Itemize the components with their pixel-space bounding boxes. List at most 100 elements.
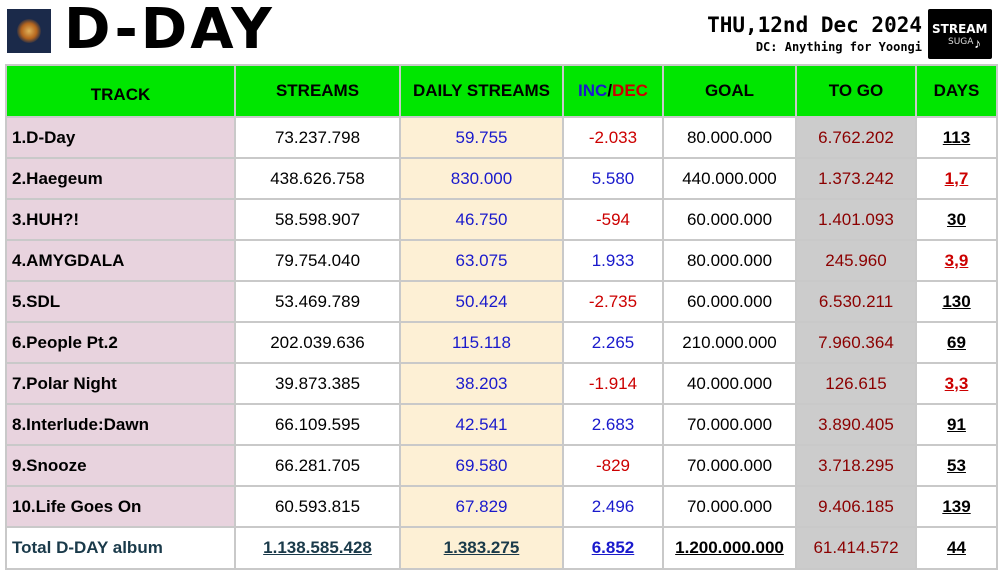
goal-value: 70.000.000	[662, 444, 797, 487]
streams-value: 66.281.705	[234, 444, 401, 487]
header-bar: D-DAY THU,12nd Dec 2024 DC: Anything for…	[0, 0, 1000, 62]
streams-value: 58.598.907	[234, 198, 401, 241]
inc-dec-value: 2.265	[562, 321, 664, 364]
header-days: DAYS	[915, 64, 998, 118]
header-streams: STREAMS	[234, 64, 401, 118]
header-slash: /	[607, 81, 613, 100]
track-name: 10.Life Goes On	[5, 485, 236, 528]
table-row: 7.Polar Night 39.873.385 38.203 -1.914 4…	[5, 362, 998, 405]
logo-text-suga: SUGA	[948, 37, 974, 47]
to-go-value: 6.762.202	[795, 116, 917, 159]
table-row: 2.Haegeum 438.626.758 830.000 5.580 440.…	[5, 157, 998, 200]
track-name: 9.Snooze	[5, 444, 236, 487]
daily-streams-value: 38.203	[399, 362, 564, 405]
track-name: 4.AMYGDALA	[5, 239, 236, 282]
streams-value: 53.469.789	[234, 280, 401, 323]
track-name: 2.Haegeum	[5, 157, 236, 200]
track-name: 5.SDL	[5, 280, 236, 323]
table-row: 5.SDL 53.469.789 50.424 -2.735 60.000.00…	[5, 280, 998, 323]
goal-value: 80.000.000	[662, 239, 797, 282]
page-title: D-DAY	[64, 0, 275, 62]
daily-streams-value: 59.755	[399, 116, 564, 159]
header-dec: DEC	[612, 81, 648, 100]
header-to-go: TO GO	[795, 64, 917, 118]
inc-dec-value: -2.735	[562, 280, 664, 323]
streams-value: 39.873.385	[234, 362, 401, 405]
date-label: THU,12nd Dec 2024	[707, 13, 922, 37]
header-daily-streams: DAILY STREAMS	[399, 64, 564, 118]
days-value: 113	[915, 116, 998, 159]
stream-suga-logo: STREAM SUGA ♪	[928, 9, 992, 59]
inc-dec-value: -829	[562, 444, 664, 487]
inc-dec-value: -1.914	[562, 362, 664, 405]
logo-text-stream: STREAM	[932, 22, 988, 36]
table-row: 8.Interlude:Dawn 66.109.595 42.541 2.683…	[5, 403, 998, 446]
header-inc-dec: INC/DEC	[562, 64, 664, 118]
goal-value: 80.000.000	[662, 116, 797, 159]
to-go-value: 9.406.185	[795, 485, 917, 528]
table-row: 6.People Pt.2 202.039.636 115.118 2.265 …	[5, 321, 998, 364]
goal-value: 70.000.000	[662, 403, 797, 446]
daily-streams-value: 42.541	[399, 403, 564, 446]
days-value: 3,3	[915, 362, 998, 405]
inc-dec-value: -2.033	[562, 116, 664, 159]
daily-streams-value: 67.829	[399, 485, 564, 528]
table-row: 4.AMYGDALA 79.754.040 63.075 1.933 80.00…	[5, 239, 998, 282]
daily-streams-value: 115.118	[399, 321, 564, 364]
track-name: 6.People Pt.2	[5, 321, 236, 364]
table-row: 1.D-Day 73.237.798 59.755 -2.033 80.000.…	[5, 116, 998, 159]
to-go-value: 7.960.364	[795, 321, 917, 364]
inc-dec-value: -594	[562, 198, 664, 241]
days-value: 139	[915, 485, 998, 528]
streams-value: 79.754.040	[234, 239, 401, 282]
to-go-value: 126.615	[795, 362, 917, 405]
days-value: 69	[915, 321, 998, 364]
to-go-value: 1.401.093	[795, 198, 917, 241]
streams-value: 438.626.758	[234, 157, 401, 200]
goal-value: 40.000.000	[662, 362, 797, 405]
to-go-value: 3.718.295	[795, 444, 917, 487]
daily-streams-value: 46.750	[399, 198, 564, 241]
track-name: 8.Interlude:Dawn	[5, 403, 236, 446]
days-value: 130	[915, 280, 998, 323]
inc-dec-value: 1.933	[562, 239, 664, 282]
total-goal-value: 1.200.000.000	[662, 526, 797, 570]
streams-value: 73.237.798	[234, 116, 401, 159]
days-value: 30	[915, 198, 998, 241]
dc-credit: DC: Anything for Yoongi	[755, 40, 922, 54]
d-day-stream-table: TRACK STREAMS DAILY STREAMS INC/DEC GOAL…	[5, 64, 998, 570]
streams-value: 66.109.595	[234, 403, 401, 446]
days-value: 53	[915, 444, 998, 487]
track-name: 3.HUH?!	[5, 198, 236, 241]
daily-streams-value: 830.000	[399, 157, 564, 200]
header-inc: INC	[578, 81, 608, 100]
to-go-value: 6.530.211	[795, 280, 917, 323]
days-value: 3,9	[915, 239, 998, 282]
album-cover-image	[7, 9, 51, 53]
daily-streams-value: 50.424	[399, 280, 564, 323]
table-row: 10.Life Goes On 60.593.815 67.829 2.496 …	[5, 485, 998, 528]
days-value: 91	[915, 403, 998, 446]
daily-streams-value: 69.580	[399, 444, 564, 487]
header-goal: GOAL	[662, 64, 797, 118]
table-header-row: TRACK STREAMS DAILY STREAMS INC/DEC GOAL…	[5, 64, 998, 118]
streams-value: 202.039.636	[234, 321, 401, 364]
to-go-value: 245.960	[795, 239, 917, 282]
goal-value: 70.000.000	[662, 485, 797, 528]
to-go-value: 3.890.405	[795, 403, 917, 446]
to-go-value: 1.373.242	[795, 157, 917, 200]
goal-value: 210.000.000	[662, 321, 797, 364]
inc-dec-value: 2.496	[562, 485, 664, 528]
track-name: 7.Polar Night	[5, 362, 236, 405]
goal-value: 60.000.000	[662, 198, 797, 241]
goal-value: 440.000.000	[662, 157, 797, 200]
inc-dec-value: 5.580	[562, 157, 664, 200]
album-art-glow	[17, 19, 41, 43]
table-row: 9.Snooze 66.281.705 69.580 -829 70.000.0…	[5, 444, 998, 487]
inc-dec-value: 2.683	[562, 403, 664, 446]
goal-value: 60.000.000	[662, 280, 797, 323]
header-track: TRACK	[5, 64, 236, 118]
table-row: 3.HUH?! 58.598.907 46.750 -594 60.000.00…	[5, 198, 998, 241]
streams-value: 60.593.815	[234, 485, 401, 528]
track-name: 1.D-Day	[5, 116, 236, 159]
